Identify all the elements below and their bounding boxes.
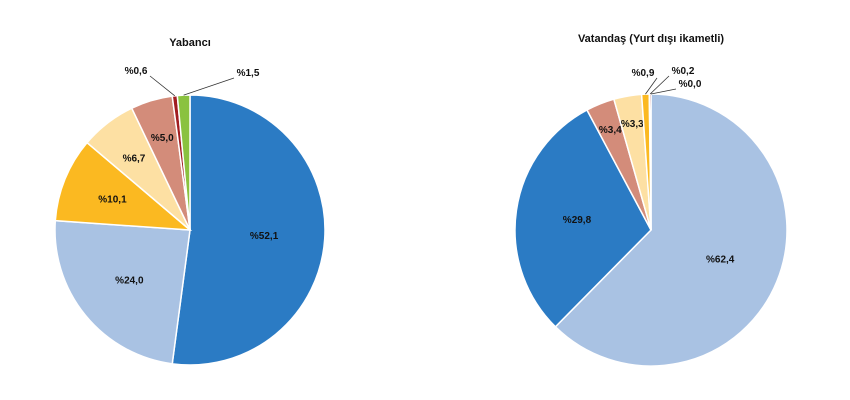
chart-title: Yabancı <box>169 37 211 49</box>
slice-label: %5,0 <box>151 133 174 144</box>
slice-label: %1,5 <box>237 68 260 79</box>
slice-label: %24,0 <box>115 276 144 287</box>
slice-label: %0,0 <box>679 79 702 90</box>
pie-slice <box>54 141 193 231</box>
leader-line <box>149 75 176 97</box>
leader-line <box>645 77 658 95</box>
slice-label: %52,1 <box>250 231 279 242</box>
slice-label: %3,4 <box>599 125 622 136</box>
slice-label: %0,2 <box>672 66 695 77</box>
slice-label: %0,9 <box>632 68 655 79</box>
slice-label: %62,4 <box>706 254 735 265</box>
pie-slice <box>554 93 788 367</box>
pie-chart-yabanci: Yabancı %52,1 %24,0 %10,1 %6,7 %5,0 %0,6 %1,5 <box>54 37 326 366</box>
slice-label: %10,1 <box>98 194 127 205</box>
slice-label: %0,6 <box>125 66 148 77</box>
pie-slice <box>171 94 326 366</box>
pie-chart-vatandas: Vatandaş (Yurt dışı ikametli) %62,4 %29,8… <box>514 33 788 367</box>
pie-slice <box>514 108 652 328</box>
chart-title: Vatandaş (Yurt dışı ikametli) <box>578 33 724 45</box>
leader-line <box>649 75 670 95</box>
slice-label: %6,7 <box>123 153 146 164</box>
slice-label: %3,3 <box>621 119 644 130</box>
leader-line <box>650 88 677 95</box>
pie-slice <box>176 94 191 231</box>
pie-slice <box>54 219 191 365</box>
slice-label: %29,8 <box>563 215 592 226</box>
leader-line <box>183 77 235 96</box>
